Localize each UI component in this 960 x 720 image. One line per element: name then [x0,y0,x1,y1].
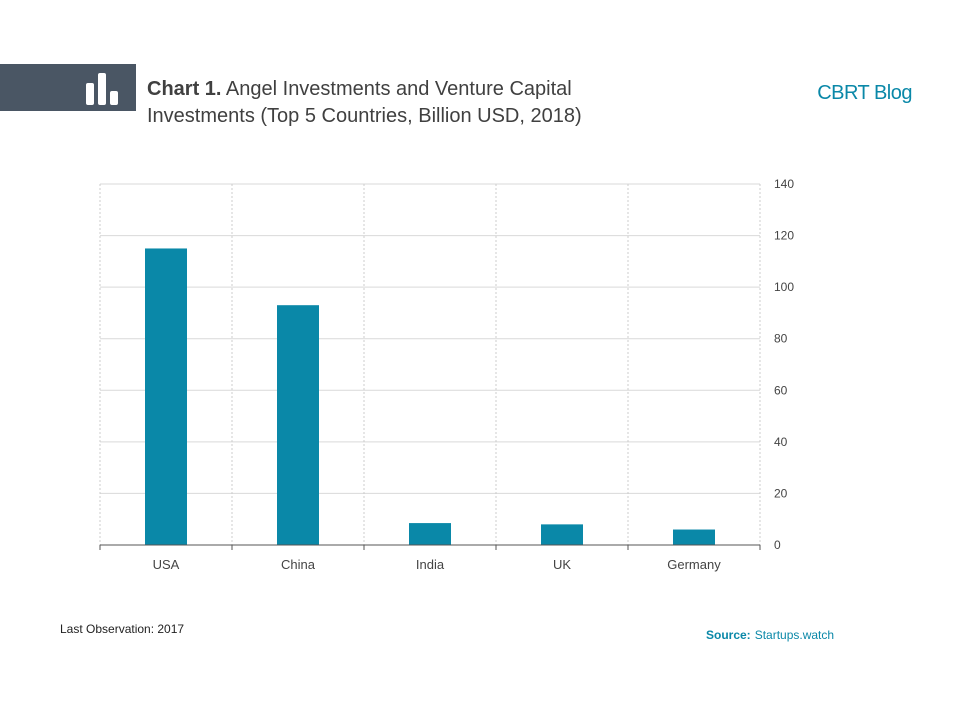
brand-name: CBRT Blog [817,82,912,104]
source-line: Source: Startups.watch [706,628,834,642]
x-tick-label: UK [553,557,571,572]
y-tick-label: 60 [774,383,788,397]
bar-chart-icon [86,73,118,105]
source-label: Source: [706,628,751,642]
chart-bars [145,248,715,545]
y-tick-label: 0 [774,538,781,552]
source-value: Startups.watch [754,628,835,642]
chart-title: Chart 1. Angel Investments and Venture C… [147,76,667,130]
chart-title-text: Angel Investments and Venture Capital In… [147,78,582,127]
chart-grid [99,183,761,545]
bar-china [277,305,319,545]
chart-axes: USA China India UK Germany 0 20 40 60 80 100 120 140 [99,177,794,572]
bar-germany [673,529,715,545]
y-tick-label: 20 [774,486,788,500]
y-tick-label: 140 [774,177,794,191]
bar-india [409,523,451,545]
x-tick-label: China [281,557,316,572]
y-tick-label: 80 [774,332,788,346]
y-tick-label: 100 [774,280,794,294]
x-tick-label: India [416,557,445,572]
y-tick-label: 40 [774,435,788,449]
y-tick-label: 120 [774,229,794,243]
bar-usa [145,248,187,545]
header-band [0,64,136,111]
bar-uk [541,524,583,545]
x-tick-label: USA [153,557,180,572]
chart-title-prefix: Chart 1. [147,78,222,100]
last-observation-note: Last Observation: 2017 [60,622,185,636]
x-tick-label: Germany [667,557,721,572]
